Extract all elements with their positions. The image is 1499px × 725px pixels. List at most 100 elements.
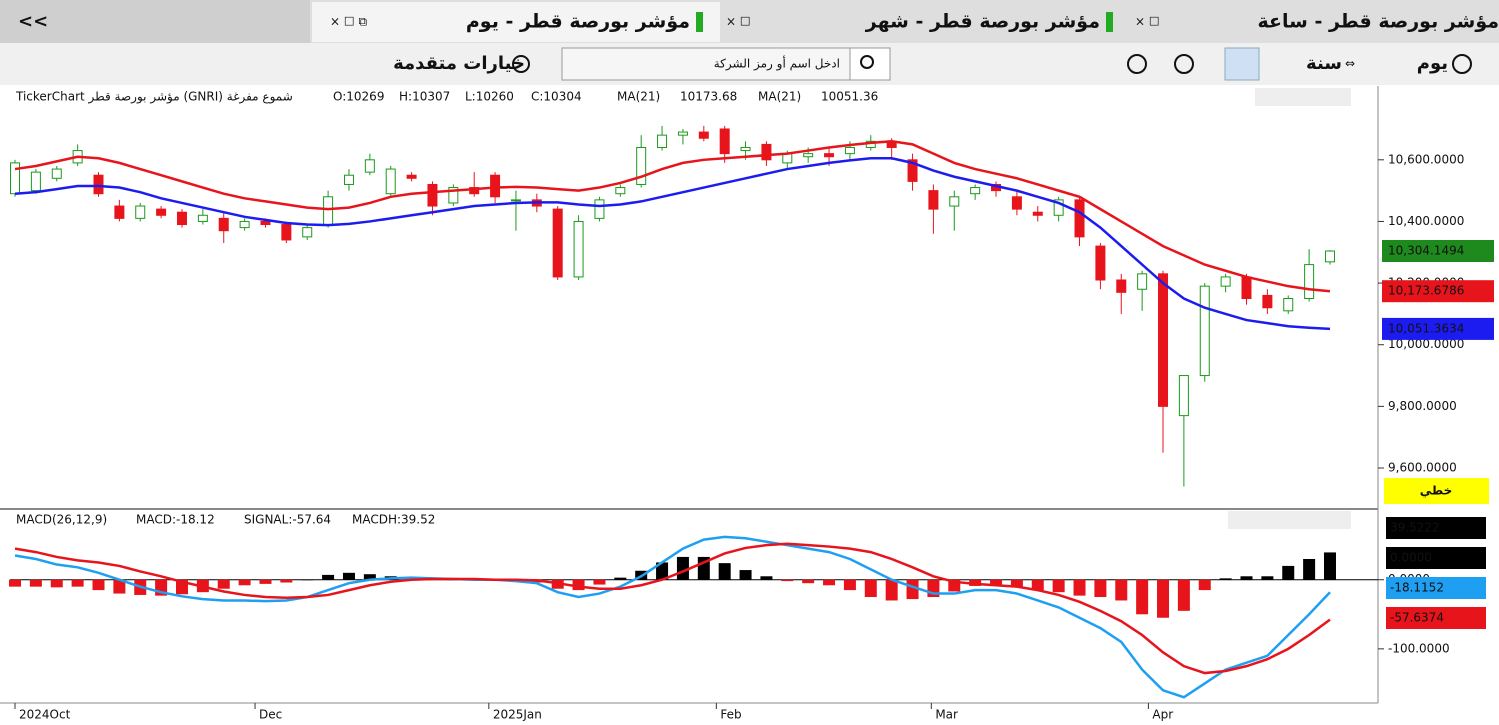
value-tag-label: -18.1152: [1390, 581, 1444, 595]
histogram-bar: [760, 576, 773, 580]
x-tick-label: Dec: [259, 708, 282, 722]
histogram-bar: [50, 579, 63, 588]
histogram-bar: [113, 579, 126, 594]
histogram-bar: [676, 556, 689, 580]
candle-body: [156, 208, 167, 216]
candle-body: [30, 171, 41, 192]
value-tag-label: 0.0000: [1390, 551, 1432, 565]
clock-icon[interactable]: [1452, 54, 1472, 74]
draw-button[interactable]: [1224, 47, 1260, 81]
indicator-line: [14, 157, 1331, 331]
y-tick-label: 10,600.0000: [1388, 152, 1464, 166]
tab-close[interactable]: × ☐: [726, 15, 751, 29]
candle-body: [615, 187, 626, 195]
value-tag: [1386, 517, 1486, 539]
candle-body: [1158, 273, 1169, 407]
gear-icon[interactable]: [512, 55, 530, 73]
histogram-bar: [1323, 552, 1336, 580]
tab-marker: [696, 12, 703, 32]
tab-active[interactable]: [312, 2, 720, 42]
search-input[interactable]: [561, 47, 851, 81]
range-button[interactable]: سنة: [1306, 53, 1342, 74]
candle-body: [677, 131, 688, 136]
value-tag-label: -57.6374: [1390, 611, 1444, 625]
histogram-bar: [990, 579, 1003, 585]
tab-close[interactable]: × ☐: [1135, 15, 1160, 29]
candle-body: [239, 220, 250, 229]
histogram-bar: [1261, 576, 1274, 580]
value-tag: [1386, 607, 1486, 629]
price-tag-label: 10,051.3634: [1388, 321, 1464, 335]
candle-body: [1011, 196, 1022, 210]
histogram-bar: [9, 579, 22, 587]
y-tick-label: 10,400.0000: [1388, 214, 1464, 228]
indicator-icon[interactable]: [1174, 54, 1194, 74]
indicator-line: [14, 535, 1331, 699]
candle-body: [1137, 273, 1148, 290]
histogram-bar: [1136, 579, 1149, 615]
histogram-bar: [363, 574, 376, 580]
legend-name: MA(21): [758, 90, 801, 104]
advanced-options[interactable]: خيارات متقدمة: [393, 53, 525, 74]
histogram-bar: [864, 579, 877, 598]
histogram-bar: [823, 579, 836, 586]
legend-name: MA(21): [617, 90, 660, 104]
tab-label[interactable]: مؤشر بورصة قطر - شهر: [865, 11, 1100, 33]
histogram-bar: [593, 579, 606, 585]
histogram-bar: [1115, 579, 1128, 601]
candle-body: [1178, 375, 1189, 417]
candle-body: [719, 128, 730, 155]
tab-close[interactable]: × ☐ ⧉: [330, 15, 367, 29]
histogram-bar: [1157, 579, 1170, 618]
histogram-bar: [614, 577, 627, 580]
panel-controls[interactable]: [1255, 88, 1351, 106]
search-placeholder[interactable]: ادخل اسم أو رمز الشركة: [714, 56, 840, 72]
period-button[interactable]: يوم: [1417, 53, 1448, 74]
histogram-bar: [906, 579, 919, 600]
candle-body: [636, 146, 647, 185]
legend-value: 10051.36: [821, 90, 878, 104]
candle-body: [1262, 294, 1273, 309]
histogram-bar: [1052, 579, 1065, 593]
x-tick-label: Mar: [935, 708, 958, 722]
x-tick-label: Feb: [720, 708, 741, 722]
chart-title: MACD(26,12,9): [16, 513, 107, 527]
candle-body: [573, 220, 584, 278]
y-tick-label: 10,000.0000: [1388, 337, 1464, 351]
histogram-bar: [217, 579, 230, 589]
price-tag-label: 10,173.6786: [1388, 284, 1464, 298]
alert-icon[interactable]: [1127, 54, 1147, 74]
histogram-bar: [739, 570, 752, 580]
search-button[interactable]: [849, 47, 891, 81]
candle-body: [970, 187, 981, 195]
x-tick-label: Apr: [1152, 708, 1173, 722]
candle-body: [218, 217, 229, 232]
candle-body: [657, 134, 668, 148]
histogram-bar: [259, 579, 272, 584]
histogram-bar: [1240, 576, 1253, 580]
panel-controls[interactable]: [1228, 511, 1351, 529]
candle-body: [1199, 285, 1210, 377]
line-mode-button[interactable]: [1384, 478, 1489, 504]
histogram-bar: [1177, 579, 1190, 611]
candle-body: [949, 196, 960, 207]
candle-body: [1283, 298, 1294, 312]
price-tag: [1382, 280, 1494, 303]
range-icon[interactable]: ⇔: [1345, 57, 1355, 71]
tab-label[interactable]: مؤشر بورصة قطر - يوم: [466, 11, 690, 33]
x-tick-label: 2024Oct: [19, 708, 71, 722]
histogram-bar: [885, 579, 898, 601]
indicator-line: [14, 140, 1331, 293]
candle-body: [907, 159, 918, 182]
candle-body: [176, 211, 187, 226]
candle-body: [51, 168, 62, 179]
candle-body: [1220, 276, 1231, 287]
histogram-bar: [1073, 579, 1086, 596]
collapse-button[interactable]: <<: [18, 11, 48, 32]
candle-body: [698, 131, 709, 139]
tab-label[interactable]: مؤشر بورصة قطر - ساعة: [1258, 11, 1499, 33]
line-mode-label[interactable]: خطي: [1420, 484, 1452, 498]
histogram-bar: [572, 579, 585, 591]
chart-title: TickerChart مؤشر بورصة قطر (GNRI) شموع م…: [15, 90, 293, 105]
